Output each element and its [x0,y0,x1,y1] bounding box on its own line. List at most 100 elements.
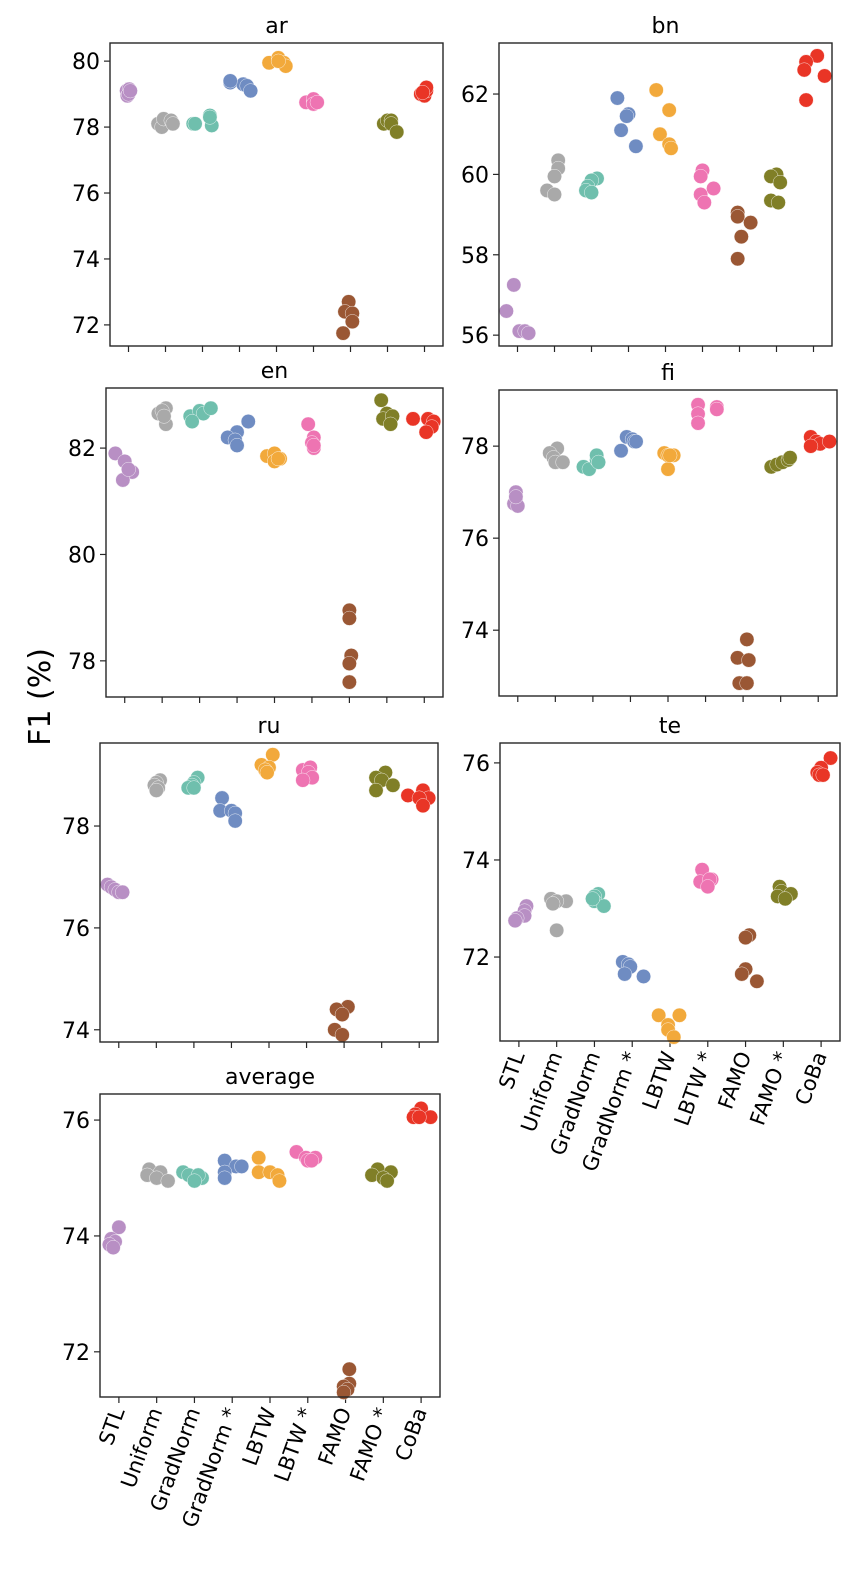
data-point [628,138,644,154]
data-point [187,116,203,132]
data-point [730,251,746,267]
data-point [335,325,351,341]
series-gradnorm-star [222,73,259,99]
series-stl [102,1219,127,1255]
y-tick-label: 76 [461,527,489,552]
data-point [613,443,629,459]
data-point [619,108,635,124]
data-point [300,416,316,432]
axes-frame [109,42,444,347]
data-point [186,780,202,796]
y-tick-label: 62 [461,83,489,108]
series-famo [730,205,758,267]
series-lbtw [259,446,288,469]
data-point [383,416,398,432]
series-coba [400,782,437,814]
series-lbtw-star [692,862,719,895]
panel-title: en [261,359,288,384]
data-point [156,408,172,424]
series-stl [119,81,138,104]
panel-title: bn [652,14,680,39]
y-tick-label: 72 [462,946,490,971]
data-point [545,896,561,912]
data-point [584,185,599,200]
y-tick-label: 82 [68,437,96,462]
series-coba [796,48,832,108]
data-point [165,116,181,132]
series-lbtw [251,1150,287,1189]
data-point [214,790,230,806]
y-tick-label: 76 [62,1109,90,1134]
panel-bn: bn 56 58 60 62 [461,14,833,352]
y-tick-label: 56 [461,324,489,349]
data-point [738,930,753,946]
y-tick-label: 60 [461,163,489,188]
series-famo [327,999,356,1043]
data-point [270,451,286,467]
data-point [547,187,562,202]
x-tick-label: STL [94,1404,130,1448]
data-point [666,1029,682,1045]
data-point [739,675,755,691]
series-gradnorm [585,886,612,914]
panel-ar: ar 72 74 76 78 80 [72,14,444,352]
data-point [739,632,755,647]
series-stl [100,877,130,900]
data-point [772,175,788,190]
panels: ar7274767880bn56586062en788082fi747678ru… [62,14,841,1531]
series-coba [406,1101,438,1125]
panel-title: average [225,1065,315,1090]
data-point [749,973,765,989]
series-coba [809,750,838,783]
axes-frame [99,1093,441,1398]
axes-frame [105,387,444,698]
x-tick-label: CoBa [391,1405,432,1465]
series-gradnorm [180,770,206,796]
panel-en: en 78 80 82 [68,359,444,703]
data-point [306,438,322,453]
data-point [798,92,814,108]
data-point [506,277,522,293]
data-point [817,68,832,84]
axes-frame [498,389,838,697]
data-point [341,674,357,690]
series-coba [405,411,442,440]
data-point [121,461,136,477]
series-famo-star [376,113,405,140]
y-tick-label: 74 [462,849,490,874]
y-tick-label: 74 [62,1225,90,1250]
data-point [415,85,431,100]
y-tick-label: 78 [68,650,96,675]
data-point [782,450,798,466]
series-gradnorm-star [615,954,651,984]
data-point [508,489,524,505]
data-point [105,1240,121,1255]
data-point [336,1384,352,1400]
x-tick-label: LBTW [638,1048,681,1113]
series-uniform [539,152,566,202]
data-point [334,1007,350,1022]
panel-title: ar [265,14,288,39]
series-gradnorm [185,108,220,133]
data-point [521,325,536,341]
series-stl [107,446,140,488]
data-point [696,195,712,210]
series-lbtw-star [298,91,325,112]
data-point [295,772,311,788]
series-famo-star [364,1161,399,1189]
series-stl [507,898,534,929]
data-point [227,813,243,829]
series-uniform [543,891,574,938]
data-point [379,1173,395,1189]
data-point [730,209,746,225]
data-point [741,652,757,668]
data-point [341,656,357,671]
axes-frame [99,742,439,1043]
data-point [610,90,625,106]
data-point [240,414,256,429]
series-uniform [150,111,181,135]
panel-title: te [659,714,681,739]
data-point [411,1109,427,1125]
x-tick-label: STL [494,1048,530,1092]
data-point [160,1173,176,1189]
